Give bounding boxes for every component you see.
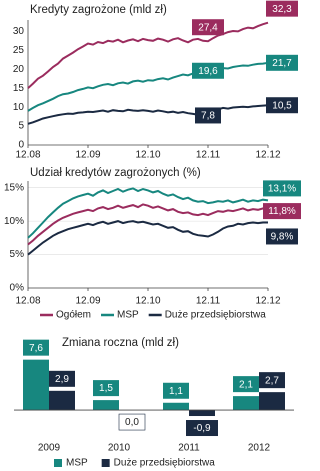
- value-label: 19,6: [198, 66, 218, 77]
- chart: Kredyty zagrożone (mld zł) Udział kredyt…: [4, 0, 301, 469]
- y-tick-label: 20: [13, 64, 25, 75]
- value-label: -0,9: [193, 423, 211, 434]
- y-tick-label: 25: [13, 45, 25, 56]
- value-label-box: [118, 413, 146, 431]
- value-label: 27,4: [198, 22, 218, 33]
- y-tick-label: 15%: [4, 182, 24, 193]
- value-label-box: [23, 339, 49, 356]
- chart-title: Udział kredytów zagrożonych (%): [30, 167, 201, 179]
- value-label-box: [192, 62, 224, 79]
- value-label: 2,1: [239, 379, 253, 390]
- x-tick-label: 12.10: [135, 296, 160, 307]
- x-tick-label: 12.11: [196, 296, 221, 307]
- x-tick-label: 2012: [248, 443, 271, 454]
- x-tick-label: 2010: [108, 443, 131, 454]
- value-label: 21,7: [272, 58, 292, 69]
- x-tick-label: 12.08: [15, 150, 40, 161]
- bar: [259, 392, 285, 411]
- bar: [23, 359, 49, 411]
- x-tick-label: 2009: [38, 443, 61, 454]
- line-series: [27, 104, 269, 125]
- value-label: 7,6: [29, 343, 43, 354]
- bar: [163, 402, 189, 411]
- value-label-box: [233, 376, 259, 393]
- value-label: 32,3: [272, 4, 292, 15]
- x-tick-label: 12.08: [15, 296, 40, 307]
- value-label: 11,8%: [268, 206, 296, 217]
- legend-label: MSP: [117, 310, 139, 321]
- line-series: [27, 21, 269, 89]
- value-label: 0,0: [125, 417, 139, 428]
- value-label: 1,1: [169, 386, 183, 397]
- value-label-box: [93, 380, 119, 397]
- y-tick-label: 10: [13, 102, 25, 113]
- legend-swatch: [54, 459, 62, 467]
- value-label-box: [192, 19, 224, 36]
- value-label-box: [195, 107, 221, 124]
- y-tick-label: 10%: [4, 216, 24, 227]
- bar: [93, 400, 119, 411]
- value-label-box: [266, 0, 298, 17]
- x-tick-label: 2011: [178, 443, 200, 454]
- value-label: 10,5: [272, 100, 292, 111]
- value-label-box: [49, 370, 75, 387]
- value-label: 2,7: [265, 375, 279, 386]
- value-label-box: [266, 228, 298, 245]
- y-tick-label: 0%: [10, 283, 25, 294]
- x-tick-label: 12.09: [75, 296, 100, 307]
- value-label: 2,9: [55, 374, 69, 385]
- chart-title: Zmiana roczna (mld zł): [62, 337, 179, 349]
- x-tick-label: 12.12: [255, 150, 280, 161]
- bar: [189, 410, 215, 417]
- legend-label: Duże przedsiębiorstwa: [165, 310, 267, 321]
- value-label: 7,8: [201, 111, 215, 122]
- value-label: 1,5: [99, 383, 113, 394]
- chart-title: Kredyty zagrożone (mld zł): [30, 4, 167, 16]
- value-label-box: [186, 420, 218, 437]
- value-label-box: [266, 97, 298, 114]
- y-tick-label: 0: [18, 140, 24, 151]
- legend-swatch: [101, 459, 110, 467]
- value-label-box: [163, 382, 189, 399]
- line-series: [27, 220, 268, 256]
- x-tick-label: 12.12: [255, 296, 280, 307]
- y-tick-label: 30: [13, 26, 25, 37]
- line-series: [27, 187, 269, 239]
- line-series: [27, 61, 269, 112]
- value-label-box: [263, 203, 301, 220]
- value-label-box: [259, 372, 285, 389]
- x-tick-label: 12.09: [75, 150, 100, 161]
- bar: [233, 396, 259, 411]
- legend-label: Ogółem: [56, 310, 91, 321]
- value-label-box: [266, 54, 298, 71]
- bar: [49, 390, 75, 411]
- value-label: 9,8%: [271, 232, 294, 243]
- line-series: [27, 203, 269, 246]
- y-tick-label: 15: [13, 83, 25, 94]
- value-label: 13,1%: [268, 184, 296, 195]
- x-tick-label: 12.11: [196, 150, 221, 161]
- y-tick-label: 5%: [10, 249, 25, 260]
- legend-label: Duże przedsiębiorstwa: [114, 458, 216, 469]
- value-label-box: [263, 180, 301, 197]
- y-tick-label: 5: [18, 121, 24, 132]
- x-tick-label: 12.10: [135, 150, 160, 161]
- legend-label: MSP: [66, 458, 88, 469]
